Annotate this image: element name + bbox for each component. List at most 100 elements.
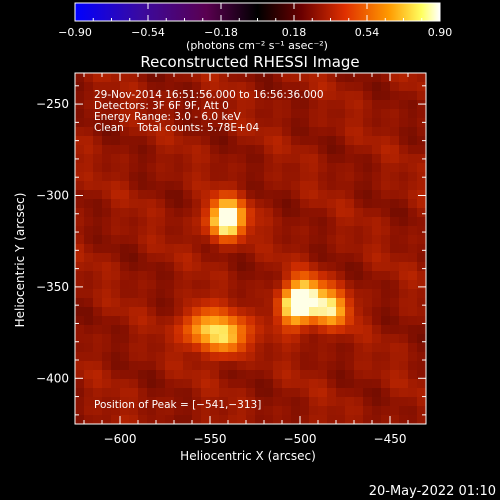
heatmap-cell [201,298,211,308]
heatmap-cell [201,181,211,191]
heatmap-cell [111,217,121,227]
heatmap-cell [381,343,391,353]
heatmap-cell [408,244,418,254]
heatmap-cell [93,181,103,191]
heatmap-cell [75,127,85,137]
heatmap-cell [228,415,238,424]
heatmap-cell [174,379,184,389]
heatmap-cell [246,82,256,92]
heatmap-cell [372,217,382,227]
heatmap-cell [201,217,211,227]
heatmap-cell [84,253,94,263]
heatmap-cell [210,235,220,245]
heatmap-cell [318,127,328,137]
heatmap-cell [129,325,139,335]
heatmap-cell [255,415,265,424]
heatmap-cell [102,244,112,254]
heatmap-cell [165,226,175,236]
heatmap-cell [111,334,121,344]
heatmap-cell [210,406,220,416]
heatmap-cell [102,307,112,317]
heatmap-cell [210,298,220,308]
heatmap-cell [174,145,184,155]
heatmap-cell [183,109,193,119]
heatmap-cell [210,397,220,407]
heatmap-cell [273,244,283,254]
colorbar-tick-label: −0.90 [58,26,92,39]
heatmap-cell [336,316,346,326]
heatmap-cell [84,316,94,326]
heatmap-cell [237,145,247,155]
heatmap-cell [129,109,139,119]
heatmap-cell [120,343,130,353]
heatmap-cell [381,217,391,227]
heatmap-cell [390,172,400,182]
heatmap-cell [381,370,391,380]
heatmap-cell [237,73,247,83]
heatmap-cell [192,361,202,371]
heatmap-cell [219,289,229,299]
heatmap-cell [273,415,283,424]
heatmap-cell [93,136,103,146]
heatmap-cell [111,316,121,326]
heatmap-cell [165,289,175,299]
heatmap-cell [345,163,355,173]
heatmap-cell [390,262,400,272]
heatmap-cell [183,217,193,227]
heatmap-cell [255,190,265,200]
heatmap-cell [129,118,139,128]
heatmap-cell [165,388,175,398]
heatmap-cell [174,235,184,245]
heatmap-cell [273,352,283,362]
heatmap-cell [201,208,211,218]
heatmap-cell [255,271,265,281]
heatmap-cell [318,208,328,218]
heatmap-cell [336,73,346,83]
heatmap-cell [111,181,121,191]
heatmap-cell [138,370,148,380]
heatmap-cell [399,100,409,110]
heatmap-cell [219,208,229,218]
heatmap-cell [102,82,112,92]
heatmap-cell [75,262,85,272]
heatmap-cell [363,163,373,173]
heatmap-cell [300,190,310,200]
heatmap-cell [210,127,220,137]
heatmap-cell [138,136,148,146]
heatmap-cell [309,244,319,254]
heatmap-cell [246,136,256,146]
heatmap-cell [255,361,265,371]
heatmap-cell [228,136,238,146]
heatmap-cell [75,271,85,281]
heatmap-cell [408,163,418,173]
heatmap-cell [237,127,247,137]
colorbar-tick-label: 0.18 [282,26,307,39]
heatmap-cell [408,334,418,344]
heatmap-cell [138,217,148,227]
heatmap-cell [183,343,193,353]
heatmap-cell [147,343,157,353]
heatmap-cell [228,253,238,263]
heatmap-cell [390,415,400,424]
heatmap-cell [381,172,391,182]
heatmap-cell [264,289,274,299]
heatmap-cell [228,208,238,218]
heatmap-cell [300,181,310,191]
heatmap-cell [417,145,426,155]
heatmap-cell [318,109,328,119]
heatmap-cell [156,190,166,200]
heatmap-cell [327,172,337,182]
heatmap-cell [363,226,373,236]
heatmap-cell [399,262,409,272]
heatmap-cell [354,190,364,200]
heatmap-cell [102,253,112,263]
heatmap-cell [246,280,256,290]
heatmap-cell [93,307,103,317]
heatmap-cell [174,334,184,344]
heatmap-cell [102,181,112,191]
heatmap-cell [417,136,426,146]
heatmap-cell [183,361,193,371]
heatmap-cell [354,406,364,416]
heatmap-cell [318,217,328,227]
heatmap-cell [300,235,310,245]
